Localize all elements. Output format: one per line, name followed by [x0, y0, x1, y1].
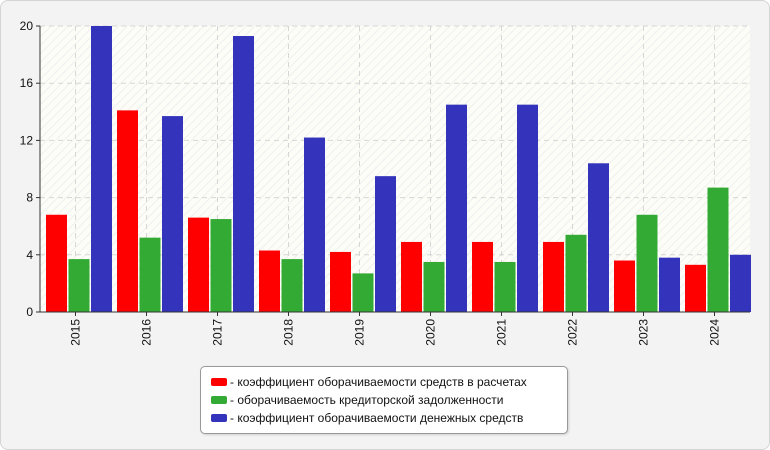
bar-2016-series-3 [162, 116, 183, 312]
bar-2017-series-1 [188, 217, 209, 312]
bar-2015-series-1 [46, 214, 67, 312]
y-tick-label: 20 [20, 19, 34, 33]
bar-2024-series-2 [707, 187, 729, 312]
bar-2024-series-1 [685, 264, 706, 312]
axes [39, 26, 750, 313]
legend-swatch-blue [211, 414, 227, 422]
x-tick-label: 2019 [353, 319, 367, 346]
y-tick-label: 4 [26, 248, 33, 262]
legend-item-cash: - коэффициент оборачиваемости денежных с… [211, 409, 523, 427]
x-tick-label: 2018 [282, 319, 296, 346]
bar-2022-series-3 [588, 163, 609, 312]
bar-2016-series-1 [117, 110, 138, 313]
legend-swatch-green [211, 396, 227, 404]
bars [46, 26, 751, 313]
x-tick-label: 2015 [69, 319, 83, 346]
legend: - коэффициент оборачиваемости средств в … [200, 366, 568, 434]
x-tick-label: 2023 [637, 319, 651, 346]
bar-2023-series-2 [636, 214, 658, 312]
bar-2022-series-1 [543, 241, 564, 312]
bar-2015-series-3 [91, 26, 112, 312]
bar-2018-series-1 [259, 250, 280, 312]
x-tick-label: 2017 [211, 319, 225, 346]
legend-label-receivables: - коэффициент оборачиваемости средств в … [230, 375, 527, 389]
x-tick-label: 2020 [424, 319, 438, 346]
x-tick-label: 2024 [708, 319, 722, 346]
legend-label-cash: - коэффициент оборачиваемости денежных с… [230, 411, 524, 425]
bar-2016-series-2 [139, 237, 161, 312]
bar-2021-series-2 [494, 261, 516, 312]
bar-2020-series-1 [401, 241, 422, 312]
bar-2018-series-3 [304, 137, 325, 312]
x-tick-label: 2021 [495, 319, 509, 346]
x-tick-label: 2016 [140, 319, 154, 346]
y-tick-label: 16 [20, 76, 34, 90]
bar-2019-series-1 [330, 251, 351, 312]
bar-2015-series-2 [68, 259, 90, 312]
legend-label-payables: - оборачиваемость кредиторской задолженн… [230, 393, 504, 407]
bar-2019-series-2 [352, 273, 374, 312]
bar-2024-series-3 [730, 254, 751, 312]
bar-2017-series-2 [210, 219, 232, 312]
legend-item-receivables: - коэффициент оборачиваемости средств в … [211, 373, 527, 391]
x-tick-label: 2022 [566, 319, 580, 346]
legend-swatch-red [211, 378, 227, 386]
y-tick-label: 0 [26, 305, 33, 319]
legend-item-payables: - оборачиваемость кредиторской задолженн… [211, 391, 503, 409]
y-axis-ticks: 0 4 8 12 16 20 [20, 19, 40, 319]
bar-2019-series-3 [375, 176, 396, 312]
bar-2017-series-3 [233, 36, 254, 312]
bar-2020-series-3 [446, 104, 467, 313]
bar-2021-series-3 [517, 104, 538, 313]
bar-2022-series-2 [565, 234, 587, 312]
bar-2023-series-3 [659, 257, 680, 312]
bar-2020-series-2 [423, 261, 445, 312]
y-tick-label: 8 [26, 191, 33, 205]
x-axis-ticks: 2015 2016 2017 2018 2019 2020 2021 2022 2023 2024 [69, 312, 722, 346]
bar-2021-series-1 [472, 241, 493, 312]
y-tick-label: 12 [20, 133, 34, 147]
bar-2018-series-2 [281, 259, 303, 312]
bar-2023-series-1 [614, 260, 635, 312]
